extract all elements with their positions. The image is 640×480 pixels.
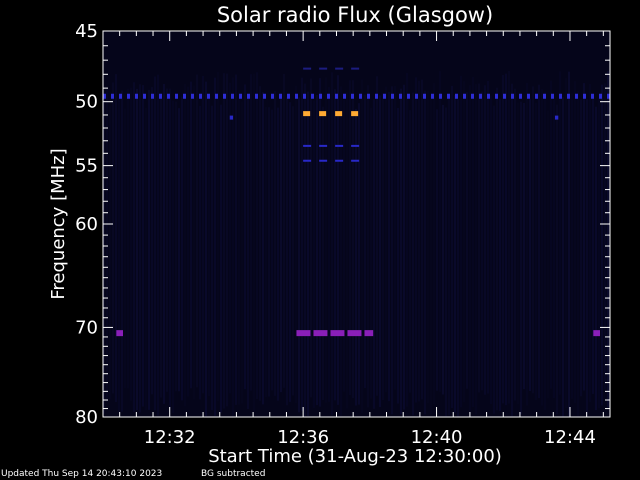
y-tick-label: 70	[75, 317, 98, 338]
plot-area	[103, 31, 610, 417]
x-tick-label: 12:36	[277, 427, 329, 448]
y-tick-label: 80	[75, 407, 98, 428]
x-tick-label: 12:32	[144, 427, 196, 448]
y-tick-label: 55	[75, 156, 98, 177]
spectral-features	[103, 67, 610, 337]
y-tick-label: 60	[75, 214, 98, 235]
y-axis-title: Frequency [MHz]	[48, 148, 69, 299]
x-tick-label: 12:40	[411, 427, 463, 448]
chart-title: Solar radio Flux (Glasgow)	[217, 3, 493, 27]
y-tick-label: 50	[75, 92, 98, 113]
x-axis-title: Start Time (31-Aug-23 12:30:00)	[208, 446, 502, 467]
y-tick-label: 45	[75, 21, 98, 42]
background-streaks	[103, 71, 609, 417]
x-tick-label: 12:44	[544, 427, 596, 448]
y-axis-ticks: 45 50 55 60 70 80	[75, 21, 610, 428]
footer-updated: Updated Thu Sep 14 20:43:10 2023	[1, 469, 163, 479]
footer-bg-note: BG subtracted	[201, 469, 266, 479]
x-axis-ticks: 12:32 12:36 12:40 12:44	[102, 31, 604, 448]
